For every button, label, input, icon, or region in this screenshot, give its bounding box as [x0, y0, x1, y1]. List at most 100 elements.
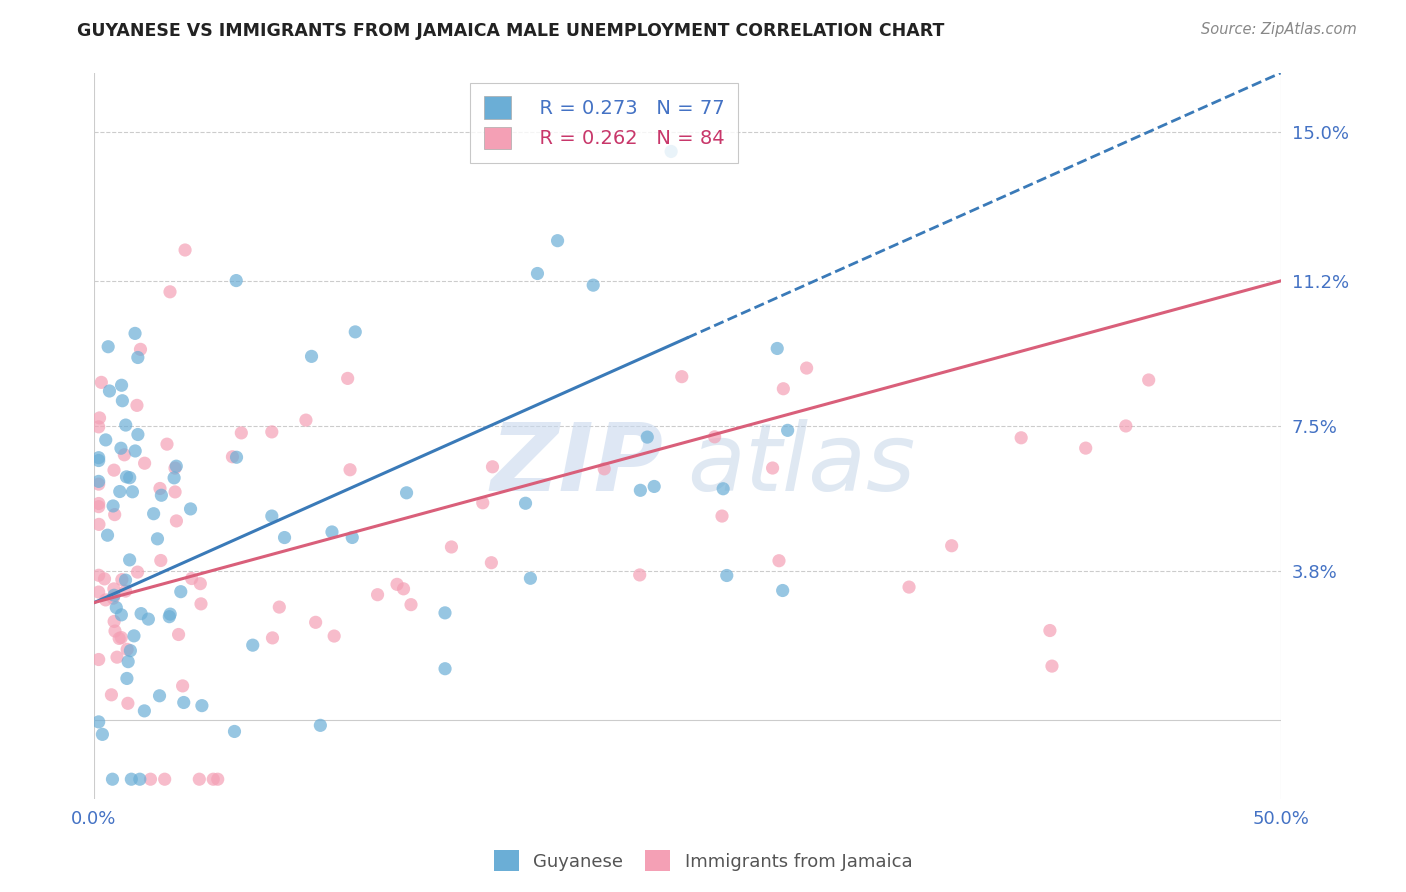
Point — [481, 459, 503, 474]
Point — [90, 376, 112, 390]
Point — [367, 588, 389, 602]
Point — [150, 488, 173, 502]
Point — [207, 772, 229, 787]
Point — [87, 714, 110, 729]
Point — [167, 627, 190, 641]
Point — [170, 584, 193, 599]
Point — [157, 609, 180, 624]
Point — [103, 582, 125, 596]
Point — [149, 482, 172, 496]
Point — [122, 629, 145, 643]
Point — [114, 584, 136, 599]
Point — [120, 772, 142, 787]
Point — [643, 479, 665, 493]
Point — [716, 568, 738, 582]
Point — [321, 524, 343, 539]
Point — [125, 398, 148, 412]
Point — [108, 632, 131, 646]
Point — [139, 772, 162, 787]
Point — [659, 145, 682, 159]
Point — [121, 484, 143, 499]
Point — [110, 378, 132, 392]
Point — [117, 696, 139, 710]
Point — [336, 371, 359, 385]
Point — [165, 459, 187, 474]
Point — [323, 629, 346, 643]
Text: Source: ZipAtlas.com: Source: ZipAtlas.com — [1201, 22, 1357, 37]
Point — [134, 704, 156, 718]
Point — [172, 679, 194, 693]
Point — [202, 772, 225, 787]
Point — [385, 577, 408, 591]
Point — [180, 572, 202, 586]
Point — [87, 568, 110, 582]
Point — [180, 502, 202, 516]
Point — [262, 631, 284, 645]
Point — [115, 470, 138, 484]
Point — [711, 482, 734, 496]
Point — [671, 369, 693, 384]
Point — [434, 662, 457, 676]
Point — [173, 696, 195, 710]
Point — [127, 351, 149, 365]
Point — [96, 528, 118, 542]
Point — [91, 727, 114, 741]
Point — [114, 573, 136, 587]
Text: GUYANESE VS IMMIGRANTS FROM JAMAICA MALE UNEMPLOYMENT CORRELATION CHART: GUYANESE VS IMMIGRANTS FROM JAMAICA MALE… — [77, 22, 945, 40]
Point — [87, 500, 110, 514]
Point — [103, 615, 125, 629]
Point — [190, 597, 212, 611]
Point — [772, 382, 794, 396]
Point — [134, 456, 156, 470]
Point — [309, 718, 332, 732]
Point — [129, 607, 152, 621]
Point — [146, 532, 169, 546]
Point — [772, 583, 794, 598]
Point — [519, 571, 541, 585]
Point — [395, 485, 418, 500]
Point — [93, 572, 115, 586]
Point — [104, 624, 127, 638]
Point — [339, 463, 361, 477]
Point — [100, 688, 122, 702]
Point — [94, 433, 117, 447]
Point — [112, 448, 135, 462]
Point — [115, 642, 138, 657]
Point — [188, 772, 211, 787]
Point — [1137, 373, 1160, 387]
Point — [97, 340, 120, 354]
Point — [89, 411, 111, 425]
Legend: Guyanese, Immigrants from Jamaica: Guyanese, Immigrants from Jamaica — [486, 843, 920, 879]
Point — [87, 450, 110, 465]
Point — [124, 326, 146, 341]
Point — [273, 531, 295, 545]
Point — [163, 461, 186, 475]
Point — [105, 600, 128, 615]
Point — [94, 593, 117, 607]
Text: atlas: atlas — [688, 419, 915, 510]
Point — [159, 607, 181, 621]
Point — [1074, 441, 1097, 455]
Point — [118, 471, 141, 485]
Point — [105, 650, 128, 665]
Point — [225, 450, 247, 465]
Point — [188, 576, 211, 591]
Point — [103, 463, 125, 477]
Point — [295, 413, 318, 427]
Point — [149, 553, 172, 567]
Point — [515, 496, 537, 510]
Point — [87, 652, 110, 666]
Point — [593, 462, 616, 476]
Point — [898, 580, 921, 594]
Point — [224, 724, 246, 739]
Point — [115, 672, 138, 686]
Point — [269, 600, 291, 615]
Text: ZIP: ZIP — [491, 419, 664, 511]
Point — [231, 425, 253, 440]
Point — [768, 554, 790, 568]
Point — [1040, 659, 1063, 673]
Point — [344, 325, 367, 339]
Point — [547, 234, 569, 248]
Point — [87, 477, 110, 491]
Point — [628, 568, 651, 582]
